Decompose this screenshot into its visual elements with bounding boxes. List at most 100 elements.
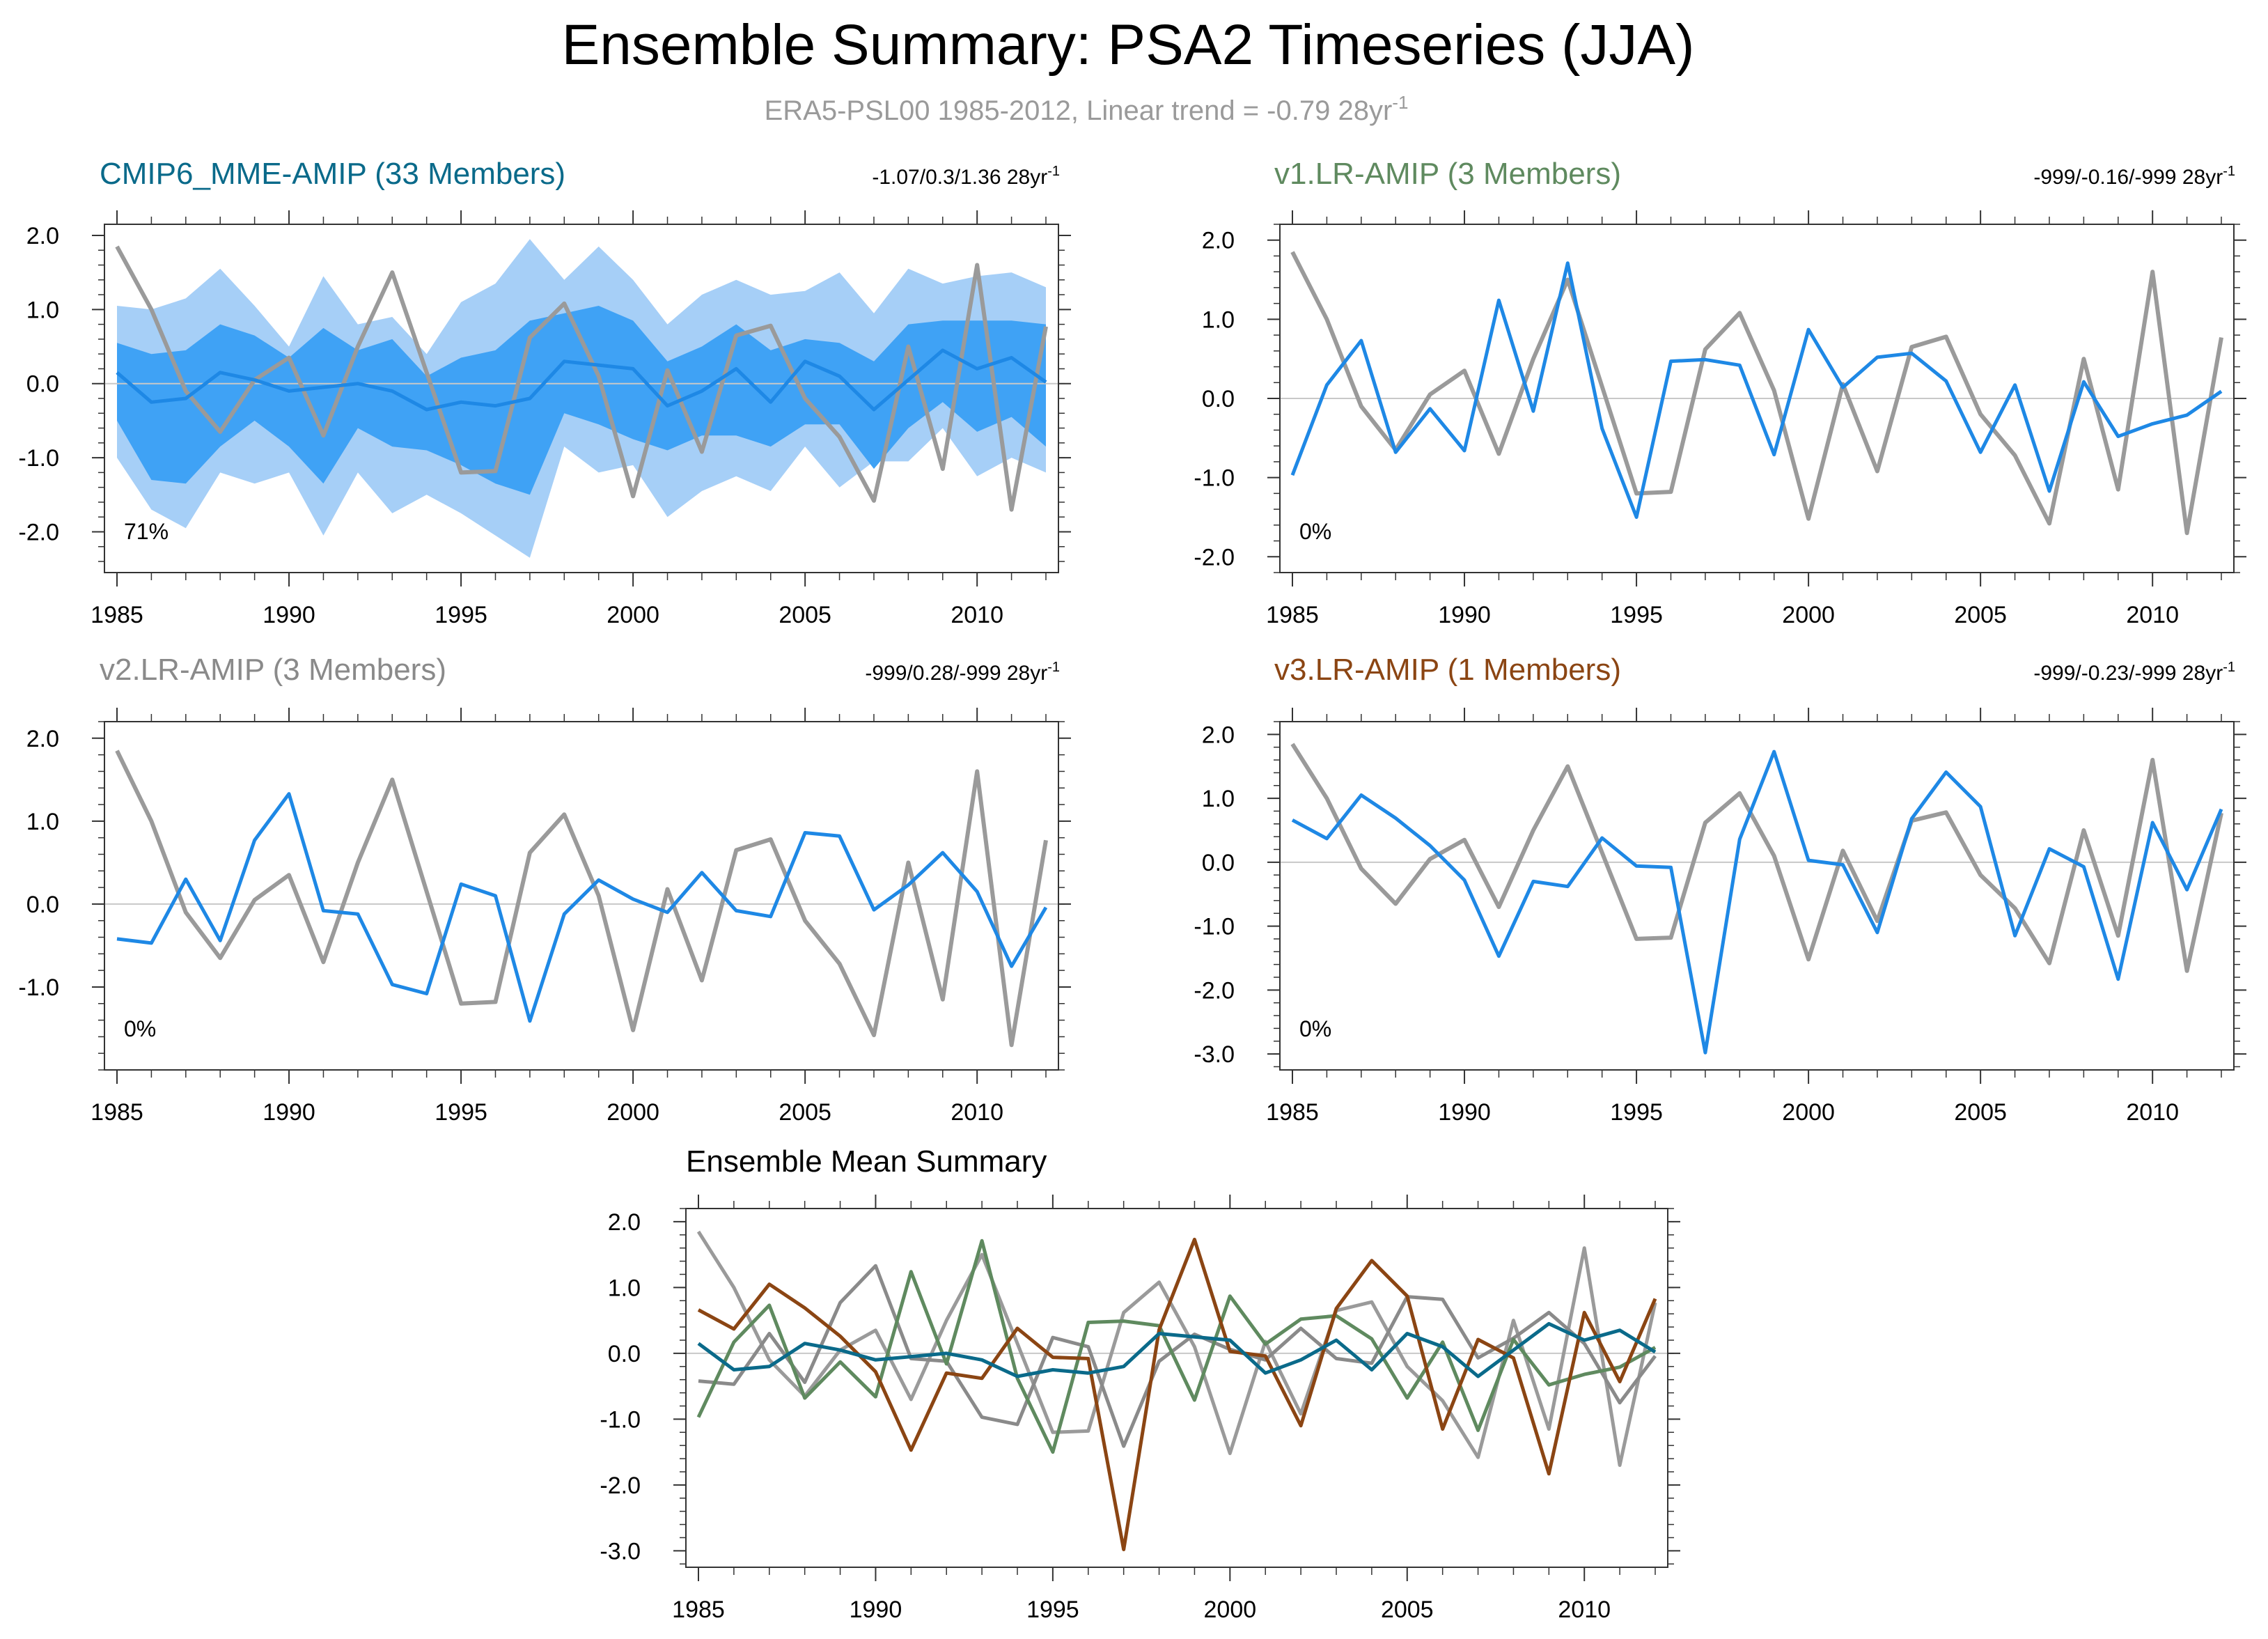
percent-label: 0% <box>1299 519 1331 544</box>
panel-title: v3.LR-AMIP (1 Members) <box>1274 653 1621 687</box>
x-tick-label: 1995 <box>435 602 487 628</box>
y-tick-label: -1.0 <box>600 1406 641 1433</box>
plot-frame <box>1279 721 2235 1071</box>
panel-title: v2.LR-AMIP (3 Members) <box>100 653 446 687</box>
figure-subtitle-sup: -1 <box>1392 92 1408 113</box>
obs-line <box>1290 743 2223 973</box>
y-tick-label: 2.0 <box>608 1209 641 1236</box>
x-tick-label: 1985 <box>1266 1099 1319 1126</box>
y-tick-label: 1.0 <box>1202 306 1235 333</box>
ensemble-mean-line <box>116 348 1047 412</box>
x-tick-label: 2010 <box>951 1099 1003 1126</box>
y-tick-label: 0.0 <box>1202 850 1235 876</box>
panel-stats-text: -999/-0.16/-999 28yr <box>2033 166 2223 189</box>
panel-title: Ensemble Mean Summary <box>686 1144 1047 1179</box>
panel-stats: -1.07/0.3/1.36 28yr-1 <box>872 164 1060 189</box>
x-tick-label: 1985 <box>91 602 143 628</box>
y-tick-label: -1.0 <box>1194 914 1235 940</box>
model-line <box>116 792 1048 1023</box>
x-tick-label: 1990 <box>1438 1099 1491 1126</box>
x-tick-label: 1985 <box>91 1099 143 1126</box>
y-tick-label: -2.0 <box>1194 544 1235 570</box>
x-tick-label: 1990 <box>263 1099 315 1126</box>
y-tick-label: -1.0 <box>1194 465 1235 492</box>
x-tick-label: 2005 <box>779 602 831 628</box>
x-tick-label: 2005 <box>1954 1099 2007 1126</box>
x-tick-label: 1990 <box>1438 602 1491 628</box>
y-tick-label: -1.0 <box>18 445 59 472</box>
panel-stats-text: -1.07/0.3/1.36 28yr <box>872 166 1047 189</box>
panel-stats-sup: -1 <box>2223 164 2235 179</box>
panel-stats-sup: -1 <box>2223 660 2235 675</box>
x-tick-label: 2010 <box>2126 602 2179 628</box>
y-tick-label: 1.0 <box>26 809 59 835</box>
x-tick-label: 1995 <box>1610 602 1663 628</box>
y-tick-label: 0.0 <box>1202 386 1235 412</box>
y-tick-label: 0.0 <box>26 371 59 398</box>
series-line-v1 <box>696 1238 1657 1454</box>
y-tick-label: -3.0 <box>1194 1041 1235 1068</box>
y-tick-label: -1.0 <box>18 974 59 1001</box>
x-tick-label: 2010 <box>1558 1597 1611 1623</box>
obs-line <box>115 245 1048 512</box>
x-tick-label: 2005 <box>779 1099 831 1126</box>
y-tick-label: 1.0 <box>26 297 59 323</box>
x-tick-label: 2005 <box>1954 602 2007 628</box>
panel-title: CMIP6_MME-AMIP (33 Members) <box>100 157 565 191</box>
y-tick-label: -2.0 <box>18 519 59 545</box>
x-tick-label: 2000 <box>1782 1099 1835 1126</box>
y-tick-label: 0.0 <box>26 892 59 918</box>
figure-subtitle: ERA5-PSL00 1985-2012, Linear trend = -0.… <box>765 92 1409 126</box>
x-tick-label: 1995 <box>435 1099 487 1126</box>
panel-stats-text: -999/-0.23/-999 28yr <box>2033 662 2223 685</box>
x-tick-label: 1995 <box>1610 1099 1663 1126</box>
x-tick-label: 2000 <box>607 1099 659 1126</box>
panel-stats-text: -999/0.28/-999 28yr <box>865 662 1047 685</box>
x-tick-label: 2005 <box>1381 1597 1434 1623</box>
y-tick-label: -2.0 <box>1194 977 1235 1004</box>
x-tick-label: 2010 <box>951 602 1003 628</box>
panel-v2: v2.LR-AMIP (3 Members) -999/0.28/-999 28y… <box>18 653 1071 1126</box>
x-tick-label: 1985 <box>1266 602 1319 628</box>
y-tick-label: 2.0 <box>1202 722 1235 748</box>
x-tick-label: 1990 <box>850 1597 902 1623</box>
panel-mme: CMIP6_MME-AMIP (33 Members) -1.07/0.3/1.3… <box>18 157 1071 628</box>
percent-label: 0% <box>124 1016 156 1041</box>
x-tick-label: 2000 <box>607 602 659 628</box>
x-tick-label: 2000 <box>1782 602 1835 628</box>
y-tick-label: -3.0 <box>600 1538 641 1564</box>
model-line <box>1290 261 2223 519</box>
panel-v3: v3.LR-AMIP (1 Members) -999/-0.23/-999 28… <box>1194 653 2246 1126</box>
plot-frame <box>685 1208 1668 1568</box>
x-tick-label: 2010 <box>2126 1099 2179 1126</box>
y-tick-label: -2.0 <box>600 1473 641 1499</box>
panel-stats-sup: -1 <box>1047 164 1060 179</box>
panel-title: v1.LR-AMIP (3 Members) <box>1274 157 1621 191</box>
obs-line <box>115 749 1048 1048</box>
figure-subtitle-text: ERA5-PSL00 1985-2012, Linear trend = -0.… <box>765 95 1393 126</box>
plot-frame <box>104 721 1059 1071</box>
y-tick-label: 1.0 <box>1202 786 1235 812</box>
y-tick-label: 2.0 <box>26 223 59 249</box>
figure-title: Ensemble Summary: PSA2 Timeseries (JJA) <box>562 13 1695 77</box>
y-tick-label: 0.0 <box>608 1341 641 1367</box>
y-tick-label: 2.0 <box>1202 228 1235 254</box>
series-line-v3 <box>697 1237 1657 1551</box>
panel-v1: v1.LR-AMIP (3 Members) -999/-0.16/-999 28… <box>1194 157 2246 628</box>
y-tick-label: 2.0 <box>26 726 59 752</box>
panel-stats-sup: -1 <box>1047 660 1060 675</box>
percent-label: 0% <box>1299 1016 1331 1041</box>
panel-stats: -999/0.28/-999 28yr-1 <box>865 660 1060 685</box>
series-line-mme_title <box>697 1321 1657 1378</box>
x-tick-label: 2000 <box>1204 1597 1257 1623</box>
panel-stats: -999/-0.23/-999 28yr-1 <box>2033 660 2235 685</box>
x-tick-label: 1985 <box>672 1597 725 1623</box>
percent-label: 71% <box>124 519 169 544</box>
model-line <box>1291 749 2223 1055</box>
panel-summary: Ensemble Mean Summary 2.0 1.0 0.0 -1.0 -2.0 -3… <box>600 1144 1680 1623</box>
x-tick-label: 1995 <box>1026 1597 1079 1623</box>
y-tick-label: 1.0 <box>608 1275 641 1301</box>
panel-stats: -999/-0.16/-999 28yr-1 <box>2033 164 2235 189</box>
band-inner <box>117 306 1046 495</box>
